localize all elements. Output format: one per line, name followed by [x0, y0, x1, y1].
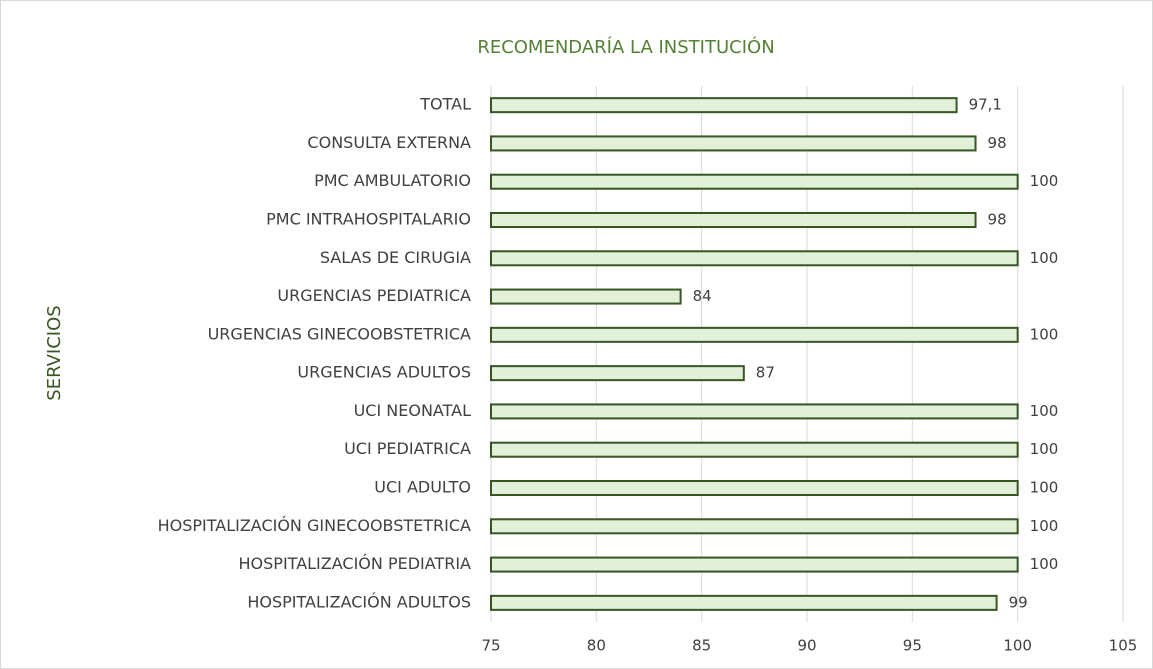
- data-label: 99: [1009, 593, 1028, 611]
- data-label: 100: [1030, 249, 1059, 267]
- y-tick-label: URGENCIAS PEDIATRICA: [277, 286, 471, 305]
- x-tick-label: 100: [1003, 637, 1032, 655]
- y-tick-label: UCI PEDIATRICA: [344, 439, 471, 458]
- x-tick-label: 75: [481, 637, 500, 655]
- y-axis-label: SERVICIOS: [44, 305, 65, 400]
- y-tick-label: URGENCIAS GINECOOBSTETRICA: [208, 324, 471, 343]
- data-label: 100: [1030, 402, 1059, 420]
- bar: [490, 594, 998, 611]
- bar: [490, 556, 1019, 573]
- y-tick-label: CONSULTA EXTERNA: [307, 133, 471, 152]
- bar: [490, 135, 977, 152]
- bar: [490, 173, 1019, 190]
- x-tick-label: 85: [692, 637, 711, 655]
- bar: [490, 365, 745, 382]
- data-label: 100: [1030, 172, 1059, 190]
- x-tick-label: 90: [797, 637, 816, 655]
- chart-title: RECOMENDARÍA LA INSTITUCIÓN: [477, 36, 774, 58]
- data-label: 100: [1030, 440, 1059, 458]
- bar: [490, 326, 1019, 343]
- y-tick-label: PMC INTRAHOSPITALARIO: [266, 210, 471, 229]
- data-label: 98: [988, 134, 1007, 152]
- x-tick-label: 105: [1109, 637, 1138, 655]
- y-tick-label: PMC AMBULATORIO: [314, 171, 471, 190]
- y-tick-label: UCI NEONATAL: [354, 401, 472, 420]
- bar: [490, 441, 1019, 458]
- data-label: 100: [1030, 325, 1059, 343]
- bar: [490, 97, 958, 114]
- data-label: 97,1: [969, 96, 1002, 114]
- bar: [490, 403, 1019, 420]
- bar: [490, 288, 682, 305]
- data-label: 100: [1030, 517, 1059, 535]
- x-tick-label: 95: [903, 637, 922, 655]
- bar: [490, 250, 1019, 267]
- data-label: 87: [756, 364, 775, 382]
- x-tick-label: 80: [587, 637, 606, 655]
- y-tick-label: HOSPITALIZACIÓN GINECOOBSTETRICA: [158, 516, 471, 535]
- data-label: 100: [1030, 479, 1059, 497]
- y-tick-label: URGENCIAS ADULTOS: [297, 363, 471, 382]
- bar: [490, 212, 977, 228]
- data-label: 98: [988, 211, 1007, 229]
- y-tick-label: SALAS DE CIRUGIA: [320, 248, 471, 267]
- y-tick-label: TOTAL: [419, 95, 471, 114]
- y-tick-label: UCI ADULTO: [374, 478, 471, 497]
- data-label: 84: [693, 287, 712, 305]
- bar: [490, 518, 1019, 535]
- y-tick-label: HOSPITALIZACIÓN PEDIATRIA: [239, 554, 472, 573]
- bar: [490, 480, 1019, 496]
- data-label: 100: [1030, 555, 1059, 573]
- y-tick-label: HOSPITALIZACIÓN ADULTOS: [247, 592, 471, 611]
